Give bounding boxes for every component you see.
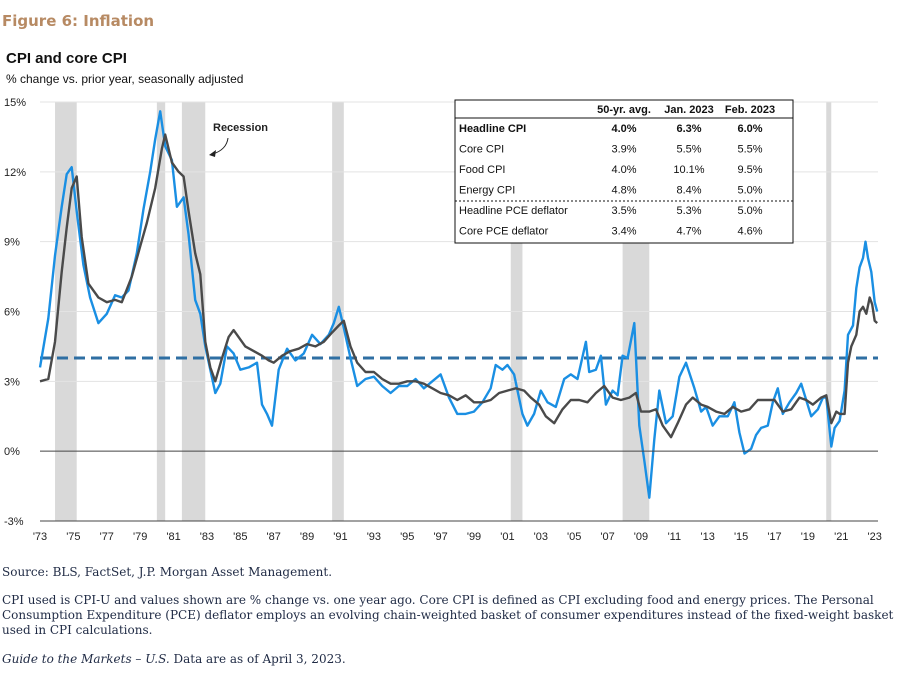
guide-note: Guide to the Markets – U.S. Data are as … bbox=[2, 652, 902, 667]
y-tick-label: 6% bbox=[4, 307, 20, 319]
table-value-cell: 6.3% bbox=[676, 123, 701, 135]
table-row-label: Headline CPI bbox=[459, 123, 526, 135]
table-value-cell: 3.9% bbox=[611, 144, 636, 156]
guide-title: Guide to the Markets – U.S. bbox=[2, 652, 170, 666]
x-tick-label: '79 bbox=[133, 531, 147, 543]
annotation-arrowhead bbox=[209, 150, 216, 157]
axes: 15% 12% 9% 6% 3% 0% -3% '73 '75 '77 '79 '81 '83 '85 '8… bbox=[4, 97, 882, 543]
table-value-cell: 3.4% bbox=[611, 226, 636, 238]
y-tick-label: 9% bbox=[4, 237, 20, 249]
table-header-cell: Jan. 2023 bbox=[664, 104, 714, 116]
chart-title: CPI and core CPI bbox=[6, 50, 127, 67]
x-tick-label: '01 bbox=[500, 531, 514, 543]
table-value-cell: 4.7% bbox=[676, 226, 701, 238]
table-header-cell: 50-yr. avg. bbox=[597, 104, 651, 116]
x-tick-label: '23 bbox=[867, 531, 881, 543]
series-lines bbox=[38, 110, 879, 499]
table-value-cell: 9.5% bbox=[737, 164, 762, 176]
chart-subtitle: % change vs. prior year, seasonally adju… bbox=[6, 72, 244, 86]
table-value-cell: 4.6% bbox=[737, 226, 762, 238]
table-frame bbox=[454, 99, 794, 244]
table-value-cell: 8.4% bbox=[676, 185, 701, 197]
table-value-cell: 3.5% bbox=[611, 205, 636, 217]
x-tick-label: '99 bbox=[467, 531, 481, 543]
table-row-label: Food CPI bbox=[459, 164, 505, 176]
table-row-label: Core PCE deflator bbox=[459, 226, 549, 238]
x-tick-label: '89 bbox=[300, 531, 314, 543]
x-tick-label: '11 bbox=[668, 531, 682, 543]
table-value-cell: 6.0% bbox=[737, 123, 762, 135]
x-tick-label: '83 bbox=[200, 531, 214, 543]
x-tick-label: '05 bbox=[567, 531, 581, 543]
annotations: Recession bbox=[209, 122, 268, 157]
inflation-chart: 15% 12% 9% 6% 3% 0% -3% '73 '75 '77 '79 '81 '83 '85 '8… bbox=[4, 97, 882, 543]
summary-table: 50-yr. avg. Jan. 2023 Feb. 2023 Headline CP… bbox=[454, 99, 794, 244]
x-tick-label: '77 bbox=[100, 531, 114, 543]
table-row-label: Headline PCE deflator bbox=[459, 205, 568, 217]
methodology-note: CPI used is CPI-U and values shown are %… bbox=[2, 593, 894, 637]
table-row-label: Energy CPI bbox=[459, 185, 515, 197]
x-tick-label: '17 bbox=[767, 531, 781, 543]
x-tick-label: '97 bbox=[433, 531, 447, 543]
x-tick-label: '93 bbox=[367, 531, 381, 543]
x-tick-label: '73 bbox=[33, 531, 47, 543]
x-tick-label: '87 bbox=[267, 531, 281, 543]
x-tick-label: '95 bbox=[400, 531, 414, 543]
x-tick-label: '07 bbox=[600, 531, 614, 543]
x-tick-label: '09 bbox=[634, 531, 648, 543]
table-value-cell: 5.0% bbox=[737, 185, 762, 197]
y-tick-label: 12% bbox=[4, 167, 26, 179]
x-tick-label: '13 bbox=[701, 531, 715, 543]
x-tick-label: '21 bbox=[834, 531, 848, 543]
figure-heading: Figure 6: Inflation bbox=[2, 12, 155, 30]
x-tick-label: '85 bbox=[233, 531, 247, 543]
x-tick-label: '19 bbox=[801, 531, 815, 543]
table-value-cell: 5.3% bbox=[676, 205, 701, 217]
table-header-cell: Feb. 2023 bbox=[725, 104, 775, 116]
x-tick-label: '91 bbox=[333, 531, 347, 543]
x-tick-label: '15 bbox=[734, 531, 748, 543]
y-tick-label: -3% bbox=[4, 516, 24, 528]
table-value-cell: 4.0% bbox=[611, 164, 636, 176]
source-note: Source: BLS, FactSet, J.P. Morgan Asset … bbox=[2, 565, 333, 579]
table-value-cell: 5.0% bbox=[737, 205, 762, 217]
table-value-cell: 5.5% bbox=[737, 144, 762, 156]
x-tick-label: '03 bbox=[534, 531, 548, 543]
table-value-cell: 4.0% bbox=[611, 123, 636, 135]
y-tick-label: 3% bbox=[4, 376, 20, 388]
recession-annotation: Recession bbox=[213, 122, 268, 134]
table-value-cell: 4.8% bbox=[611, 185, 636, 197]
x-tick-label: '75 bbox=[66, 531, 80, 543]
y-tick-label: 0% bbox=[4, 446, 20, 458]
table-value-cell: 5.5% bbox=[676, 144, 701, 156]
y-tick-label: 15% bbox=[4, 97, 26, 109]
table-value-cell: 10.1% bbox=[673, 164, 704, 176]
core-cpi-line bbox=[39, 133, 879, 439]
headline-cpi-line bbox=[38, 110, 879, 499]
x-tick-label: '81 bbox=[166, 531, 180, 543]
table-row-label: Core CPI bbox=[459, 144, 504, 156]
guide-date: Data are as of April 3, 2023. bbox=[169, 652, 346, 666]
